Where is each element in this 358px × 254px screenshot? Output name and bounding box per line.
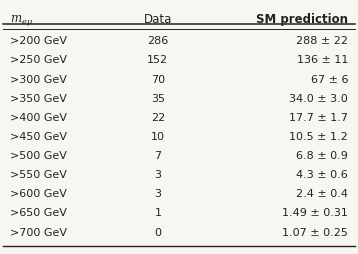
Text: >550 GeV: >550 GeV	[10, 170, 67, 180]
Text: 67 ± 6: 67 ± 6	[311, 75, 348, 85]
Text: >600 GeV: >600 GeV	[10, 189, 67, 199]
Text: >500 GeV: >500 GeV	[10, 151, 67, 161]
Text: 34.0 ± 3.0: 34.0 ± 3.0	[289, 94, 348, 104]
Text: >650 GeV: >650 GeV	[10, 209, 67, 218]
Text: >300 GeV: >300 GeV	[10, 75, 67, 85]
Text: 2.4 ± 0.4: 2.4 ± 0.4	[296, 189, 348, 199]
Text: SM prediction: SM prediction	[256, 13, 348, 26]
Text: 288 ± 22: 288 ± 22	[296, 36, 348, 46]
Text: $m_{e\mu}$: $m_{e\mu}$	[10, 13, 33, 28]
Text: 152: 152	[147, 55, 168, 66]
Text: Data: Data	[144, 13, 172, 26]
Text: 0: 0	[154, 228, 161, 238]
Text: >400 GeV: >400 GeV	[10, 113, 67, 123]
Text: >450 GeV: >450 GeV	[10, 132, 67, 142]
Text: 1.07 ± 0.25: 1.07 ± 0.25	[282, 228, 348, 238]
Text: >700 GeV: >700 GeV	[10, 228, 67, 238]
Text: 7: 7	[154, 151, 161, 161]
Text: 6.8 ± 0.9: 6.8 ± 0.9	[296, 151, 348, 161]
Text: 35: 35	[151, 94, 165, 104]
Text: >350 GeV: >350 GeV	[10, 94, 67, 104]
Text: 22: 22	[151, 113, 165, 123]
Text: 10.5 ± 1.2: 10.5 ± 1.2	[289, 132, 348, 142]
Text: >250 GeV: >250 GeV	[10, 55, 67, 66]
Text: 286: 286	[147, 36, 169, 46]
Text: 70: 70	[151, 75, 165, 85]
Text: 1.49 ± 0.31: 1.49 ± 0.31	[282, 209, 348, 218]
Text: 3: 3	[154, 189, 161, 199]
Text: 1: 1	[154, 209, 161, 218]
Text: 136 ± 11: 136 ± 11	[297, 55, 348, 66]
Text: 10: 10	[151, 132, 165, 142]
Text: >200 GeV: >200 GeV	[10, 36, 67, 46]
Text: 4.3 ± 0.6: 4.3 ± 0.6	[296, 170, 348, 180]
Text: 3: 3	[154, 170, 161, 180]
Text: 17.7 ± 1.7: 17.7 ± 1.7	[289, 113, 348, 123]
